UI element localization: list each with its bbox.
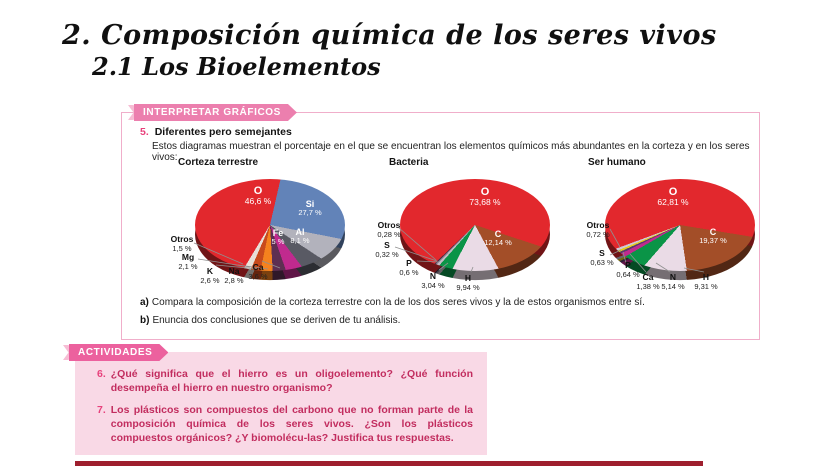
leader-line-S — [394, 246, 438, 262]
pie-chart-bacteria: Bacteria C 12,14 % H 9,94 % N 3,04 % P 0,6 % S 0,… — [373, 157, 578, 299]
slice-label-K: K 2,6 % — [200, 266, 220, 285]
leader-line-Otros — [193, 242, 244, 265]
slice-label-S: S 0,32 % — [375, 240, 399, 259]
exercise-heading: 5. Diferentes pero semejantes — [140, 126, 759, 138]
slice-label-Otros: Otros 0,72 % — [586, 220, 610, 239]
chart-title-ser-humano: Ser humano — [588, 157, 646, 168]
leader-line-Otros — [398, 227, 437, 261]
question-b: b) Enuncia dos conclusiones que se derive… — [140, 315, 400, 326]
pie-bacteria — [400, 179, 550, 271]
leader-line-N — [655, 262, 671, 273]
actividad-7-text: Los plásticos son compuestos del carbono… — [110, 404, 473, 444]
leader-lines — [609, 228, 705, 273]
interpretar-graficos-tag-label: INTERPRETAR GRÁFICOS — [134, 104, 297, 121]
slice-label-S: S 0,63 % — [590, 248, 614, 267]
title-line-2: 2.1 Los Bioelementos — [92, 52, 381, 81]
actividad-6: 6. ¿Qué significa que el hierro es un ol… — [97, 368, 473, 395]
leader-line-P — [622, 251, 627, 264]
interpretar-graficos-panel: INTERPRETAR GRÁFICOS 5. Diferentes pero … — [121, 112, 760, 340]
slice-label-C: C 19,37 % — [699, 227, 727, 246]
leader-line-H — [683, 267, 705, 273]
slice-label-O: O 62,81 % — [657, 186, 689, 208]
title-line-1: 2. Composición química de los seres vivo… — [62, 20, 717, 51]
slice-label-P: P 0,6 % — [399, 258, 419, 277]
slice-label-Al: Al 8,1 % — [290, 227, 310, 246]
leader-line-K — [215, 264, 259, 270]
actividad-7-number: 7. — [97, 404, 106, 417]
tag-chevron-icon — [63, 345, 74, 360]
actividades-tag-label: ACTIVIDADES — [69, 344, 168, 361]
question-b-label: b) — [140, 315, 150, 326]
slice-label-Si: Si 27,7 % — [298, 199, 322, 218]
question-a: a) Compara la composición de la corteza t… — [140, 297, 645, 308]
slice-label-O: O 73,68 % — [469, 186, 501, 208]
chart-title-bacteria: Bacteria — [389, 157, 429, 168]
leader-lines — [193, 242, 281, 270]
actividad-6-text: ¿Qué significa que el hierro es un oligo… — [110, 368, 473, 394]
pie-corteza — [195, 179, 345, 271]
question-a-label: a) — [140, 297, 149, 308]
slice-label-N: N 3,04 % — [421, 271, 445, 290]
page-title: 2. Composición química de los seres vivo… — [62, 20, 717, 81]
slice-label-P: P 0,64 % — [616, 260, 640, 279]
slice-label-Otros: Otros 0,28 % — [377, 220, 401, 239]
pie-area-ser-humano: C 19,37 % H 9,31 % N 5,14 % Ca 1,38 % P 0,64 % S 0,… — [578, 171, 783, 299]
leader-line-Ca — [629, 253, 647, 273]
slice-label-Otros: Otros 1,5 % — [170, 234, 194, 253]
exercise-number: 5. — [140, 126, 149, 138]
leader-line-Ca — [261, 260, 281, 269]
slice-label-H: H 9,94 % — [456, 273, 480, 292]
slice-label-Fe: Fe 5 % — [271, 228, 285, 247]
actividades-tag: ACTIVIDADES — [63, 344, 168, 361]
actividades-list: 6. ¿Qué significa que el hierro es un ol… — [75, 352, 487, 445]
slice-label-O: O 46,6 % — [244, 185, 272, 207]
question-a-text: Compara la composición de la corteza ter… — [151, 297, 645, 308]
exercise-intro: Estos diagramas muestran el porcentaje e… — [152, 141, 750, 163]
leader-line-Otros — [609, 228, 621, 248]
tag-chevron-icon — [128, 105, 139, 120]
slice-label-Ca: Ca 3,6 % — [248, 262, 268, 281]
slice-label-C: C 12,14 % — [484, 229, 512, 248]
pie-chart-ser-humano: Ser humano C 19,37 % H 9,31 % N 5,14 % Ca 1,38 … — [578, 157, 783, 299]
actividades-panel: ACTIVIDADES 6. ¿Qué significa que el hie… — [63, 352, 487, 455]
actividad-7: 7. Los plásticos son compuestos del carb… — [97, 404, 473, 445]
question-b-text: Enuncia dos conclusiones que se deriven … — [152, 315, 401, 326]
pie-area-bacteria: C 12,14 % H 9,94 % N 3,04 % P 0,6 % S 0,32 % Otros… — [373, 171, 578, 299]
slice-label-Na: Na 2,8 % — [224, 266, 244, 285]
interpretar-graficos-tag: INTERPRETAR GRÁFICOS — [128, 104, 297, 121]
slice-label-Ca: Ca 1,38 % — [636, 272, 660, 291]
pie-charts-row: Corteza terrestre Si 27,7 % Al 8,1 % Fe 5 % Ca… — [168, 157, 783, 299]
leader-line-P — [416, 260, 440, 263]
bottom-accent-bar — [75, 461, 703, 466]
leader-line-S — [609, 249, 622, 256]
slice-label-H: H 9,31 % — [694, 272, 718, 291]
leader-line-N — [438, 262, 449, 271]
chart-title-corteza: Corteza terrestre — [178, 157, 259, 168]
slice-label-Mg: Mg 2,1 % — [178, 252, 198, 271]
leader-lines — [394, 227, 474, 273]
actividad-6-number: 6. — [97, 368, 106, 380]
leader-line-Mg — [197, 258, 251, 268]
exercise-title: Diferentes pero semejantes — [154, 126, 292, 138]
leader-line-H — [470, 266, 474, 273]
slice-label-N: N 5,14 % — [661, 272, 685, 291]
pie-chart-corteza-terrestre: Corteza terrestre Si 27,7 % Al 8,1 % Fe 5 % Ca… — [168, 157, 373, 299]
pie-ser-humano — [605, 179, 755, 271]
pie-area-corteza: Si 27,7 % Al 8,1 % Fe 5 % Ca 3,6 % Na 2,8 % K 2,6 %… — [168, 171, 373, 299]
